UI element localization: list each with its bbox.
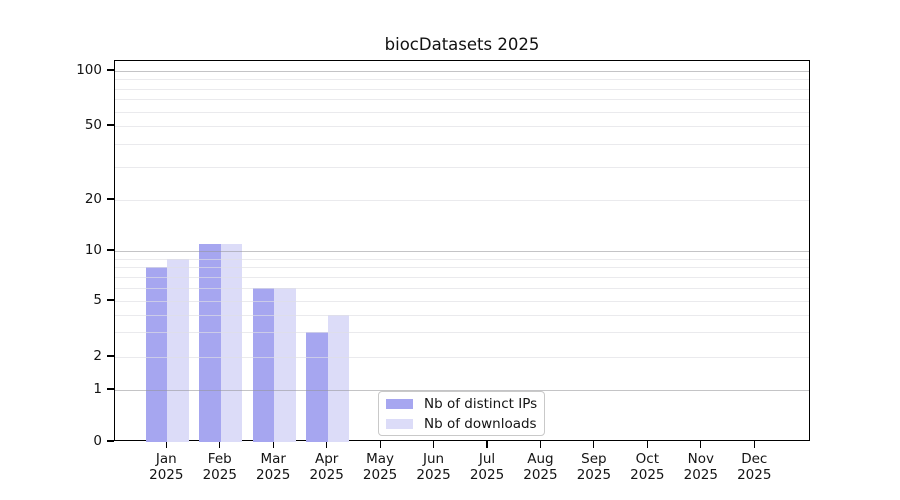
bar-distinct-ips-jan — [145, 267, 168, 442]
y-gridline-2 — [115, 357, 809, 358]
x-tick-label-jan: Jan 2025 — [149, 451, 184, 483]
x-tick-jan — [165, 441, 167, 448]
y-gridline-4 — [115, 314, 809, 316]
y-gridline-70 — [115, 99, 809, 101]
y-tick-2 — [107, 355, 114, 357]
y-gridline-30 — [115, 167, 809, 169]
y-gridline-100 — [115, 71, 809, 72]
y-tick-1 — [107, 388, 114, 390]
y-gridline-90 — [115, 79, 809, 81]
y-gridline-1 — [115, 390, 809, 391]
bar-downloads-feb — [220, 243, 243, 442]
bar-distinct-ips-mar — [252, 287, 275, 442]
x-tick-label-sep: Sep 2025 — [576, 451, 612, 483]
y-tick-20 — [107, 198, 114, 200]
legend-swatch-downloads — [386, 418, 413, 429]
y-tick-5 — [107, 299, 114, 301]
x-tick-label-oct: Oct 2025 — [630, 451, 665, 483]
x-tick-label-mar: Mar 2025 — [256, 451, 291, 483]
y-gridline-5 — [115, 301, 809, 302]
y-gridline-10 — [115, 251, 809, 252]
x-tick-dec — [753, 441, 755, 448]
x-tick-nov — [700, 441, 702, 448]
bar-downloads-jan — [167, 258, 189, 442]
y-tick-label-2: 2 — [93, 348, 102, 364]
y-gridline-50 — [115, 126, 809, 127]
x-tick-label-nov: Nov 2025 — [683, 451, 718, 483]
y-gridline-7 — [115, 276, 809, 278]
x-tick-label-dec: Dec 2025 — [737, 451, 772, 483]
x-tick-label-aug: Aug 2025 — [523, 451, 558, 483]
x-tick-apr — [326, 441, 328, 448]
y-tick-label-1: 1 — [93, 381, 102, 397]
y-gridline-3 — [115, 332, 809, 334]
y-gridline-8 — [115, 267, 809, 269]
bar-downloads-apr — [327, 314, 350, 442]
plot-area — [114, 60, 810, 442]
legend-label-downloads: Nb of downloads — [424, 415, 537, 432]
y-tick-label-100: 100 — [76, 62, 102, 78]
x-tick-label-feb: Feb 2025 — [202, 451, 237, 483]
legend-label-distinct-ips: Nb of distinct IPs — [424, 395, 538, 412]
x-tick-label-jun: Jun 2025 — [416, 451, 451, 483]
x-tick-label-apr: Apr 2025 — [309, 451, 344, 483]
bar-downloads-mar — [274, 287, 296, 442]
y-tick-0 — [107, 440, 114, 442]
y-tick-100 — [107, 69, 114, 71]
legend-swatch-distinct-ips — [386, 398, 413, 409]
legend-item-distinct-ips: Nb of distinct IPs — [386, 396, 544, 412]
x-tick-jul — [486, 441, 488, 448]
x-tick-jun — [432, 441, 435, 448]
x-tick-feb — [219, 441, 221, 448]
y-gridline-20 — [115, 200, 809, 201]
chart-title: biocDatasets 2025 — [384, 35, 540, 54]
x-tick-may — [379, 441, 381, 448]
y-tick-label-20: 20 — [84, 191, 102, 207]
y-gridline-40 — [115, 144, 809, 146]
legend: Nb of distinct IPs Nb of downloads — [378, 391, 545, 436]
legend-item-downloads: Nb of downloads — [386, 416, 544, 432]
x-tick-oct — [646, 441, 648, 448]
bar-distinct-ips-apr — [306, 332, 328, 442]
x-tick-label-may: May 2025 — [362, 451, 398, 483]
x-tick-mar — [272, 441, 274, 448]
x-tick-label-jul: Jul 2025 — [469, 451, 505, 483]
y-tick-label-10: 10 — [84, 242, 102, 258]
y-tick-50 — [107, 124, 114, 126]
y-gridline-80 — [115, 88, 809, 90]
y-tick-label-0: 0 — [93, 433, 102, 449]
y-tick-label-5: 5 — [93, 292, 102, 308]
x-tick-aug — [539, 441, 542, 448]
y-gridline-6 — [115, 287, 809, 289]
y-tick-10 — [107, 249, 114, 251]
bar-distinct-ips-feb — [199, 243, 221, 442]
y-tick-label-50: 50 — [84, 117, 102, 133]
x-tick-sep — [593, 441, 595, 448]
y-gridline-60 — [115, 111, 809, 113]
y-gridline-9 — [115, 258, 809, 260]
